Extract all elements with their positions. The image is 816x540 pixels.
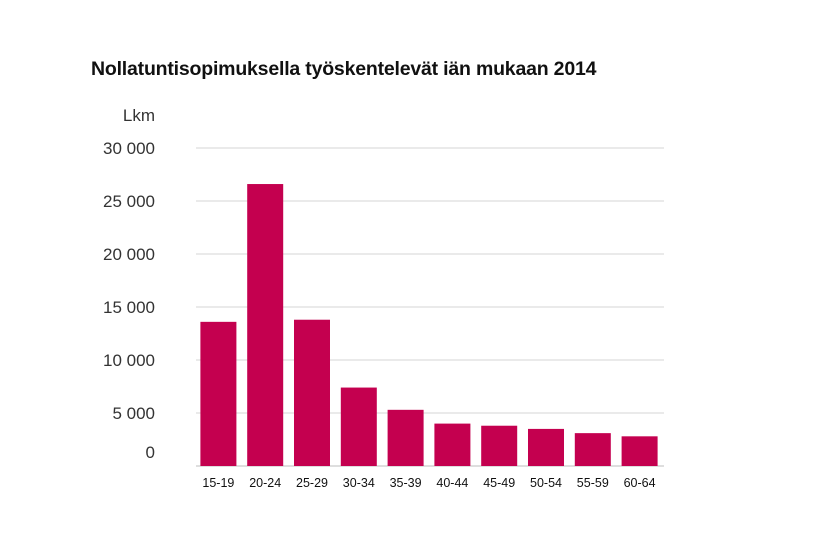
x-tick-label: 55-59 (577, 476, 609, 490)
x-tick-label: 15-19 (202, 476, 234, 490)
bar-55-59 (574, 433, 611, 466)
y-tick-label: 25 000 (103, 192, 155, 211)
bar-40-44 (434, 423, 471, 466)
y-tick-label: 5 000 (112, 404, 155, 423)
y-tick-label: 30 000 (103, 139, 155, 158)
bar-50-54 (528, 428, 564, 466)
bar-15-19 (200, 321, 237, 466)
y-tick-label: 15 000 (103, 298, 155, 317)
bar-35-39 (387, 409, 424, 466)
x-tick-label: 20-24 (249, 476, 281, 490)
bar-45-49 (481, 425, 518, 466)
bar-20-24 (247, 184, 284, 467)
y-tick-label: 20 000 (103, 245, 155, 264)
y-tick-label: 0 (146, 443, 155, 462)
bar-30-34 (340, 387, 377, 466)
y-axis-unit-label: Lkm (123, 106, 155, 125)
x-tick-label: 35-39 (390, 476, 422, 490)
x-tick-label: 40-44 (436, 476, 468, 490)
x-tick-label: 30-34 (343, 476, 375, 490)
bars (200, 184, 658, 467)
x-tick-label: 25-29 (296, 476, 328, 490)
x-tick-label: 60-64 (624, 476, 656, 490)
x-tick-label: 45-49 (483, 476, 515, 490)
y-tick-label: 10 000 (103, 351, 155, 370)
y-axis-ticks: 0 5 000 10 000 15 000 20 000 25 000 30 000 (103, 139, 155, 462)
x-tick-label: 50-54 (530, 476, 562, 490)
bar-25-29 (294, 319, 330, 466)
x-axis-ticks: 15-19 20-24 25-29 30-34 35-39 40-44 45-49 50-54… (202, 476, 655, 490)
chart-title: Nollatuntisopimuksella työskentelevät iä… (91, 58, 597, 80)
bar-60-64 (621, 436, 658, 466)
